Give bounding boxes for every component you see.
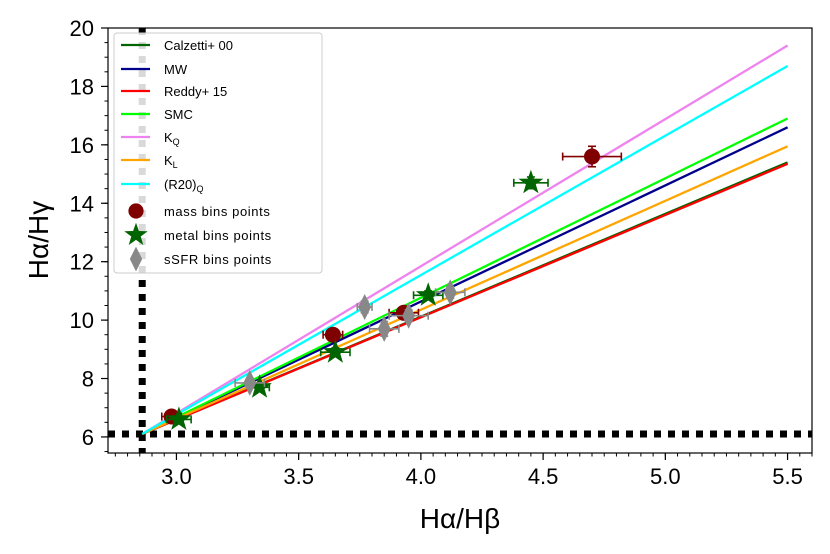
legend-label-main: K — [164, 130, 173, 145]
point-1-4 — [512, 169, 549, 194]
y-tick-label: 20 — [70, 16, 94, 41]
star-marker — [415, 282, 441, 306]
star-marker — [166, 406, 192, 430]
y-tick-label: 10 — [70, 308, 94, 333]
data-points-layer — [160, 145, 623, 430]
diamond-marker — [443, 279, 457, 306]
legend-label-main: Calzetti+ 00 — [164, 38, 233, 53]
y-tick-label: 18 — [70, 74, 94, 99]
y-tick-label: 8 — [82, 367, 94, 392]
point-2-4 — [434, 279, 466, 306]
legend-label-subscript: L — [173, 160, 178, 170]
x-tick-label: 3.0 — [161, 464, 192, 489]
point-1-0 — [165, 406, 192, 430]
legend-label-points-1: metal bins points — [164, 228, 272, 243]
y-tick-label: 14 — [70, 191, 94, 216]
diamond-marker — [243, 369, 257, 396]
point-2-3 — [388, 302, 430, 329]
legend-marker-1 — [124, 222, 148, 245]
point-0-3 — [561, 145, 623, 168]
x-tick-label: 5.5 — [772, 464, 803, 489]
y-tick-label: 16 — [70, 133, 94, 158]
y-axis-title: Hα/Hγ — [23, 201, 54, 279]
model-lines-layer — [141, 44, 789, 436]
y-tick-label: 6 — [82, 425, 94, 450]
x-tick-label: 5.0 — [650, 464, 681, 489]
legend-label-main: SMC — [164, 107, 193, 122]
legend-label-2: Reddy+ 15 — [164, 84, 227, 99]
legend-box — [113, 32, 323, 274]
legend-label-main: (R20) — [164, 177, 197, 192]
point-1-2 — [319, 339, 351, 363]
diamond-marker — [402, 302, 416, 329]
point-2-2 — [368, 315, 400, 342]
legend-label-main: K — [164, 153, 173, 168]
star-marker — [518, 169, 544, 194]
legend-label-3: SMC — [164, 107, 193, 122]
legend-label-points-2: sSFR bins points — [164, 252, 272, 267]
star-marker — [323, 339, 348, 363]
ticks-layer: 3.0 3.5 4.0 4.5 5.0 5.5 6 8 10 12 14 16 18 20 — [70, 16, 813, 489]
legend-label-subscript: Q — [173, 137, 180, 147]
point-2-0 — [234, 369, 266, 396]
legend-label-0: Calzetti+ 00 — [164, 38, 233, 53]
legend-marker-2 — [129, 246, 143, 272]
circle-marker — [584, 148, 600, 165]
star-marker — [247, 374, 272, 398]
legend-label-subscript: Q — [197, 184, 204, 194]
legend-label-5: KL — [164, 153, 178, 170]
point-0-1 — [322, 326, 344, 343]
legend-label-4: KQ — [164, 130, 180, 147]
circle-marker — [324, 326, 341, 343]
legend-label-points-0: mass bins points — [164, 204, 270, 219]
x-tick-label: 4.5 — [528, 464, 559, 489]
x-tick-label: 3.5 — [283, 464, 314, 489]
point-2-1 — [356, 293, 373, 320]
diamond-marker — [377, 315, 391, 342]
plot-frame — [107, 27, 813, 454]
legend-label-1: MW — [164, 62, 188, 77]
diamond-marker — [358, 293, 372, 320]
legend-marker-0 — [128, 203, 144, 219]
x-axis-title: Hα/Hβ — [420, 503, 501, 534]
legend-label-main: Reddy+ 15 — [164, 84, 227, 99]
legend-label-6: (R20)Q — [164, 177, 204, 194]
model-line-4 — [141, 44, 789, 435]
legend-label-main: MW — [164, 62, 188, 77]
x-tick-label: 4.0 — [406, 464, 437, 489]
y-tick-label: 12 — [70, 250, 94, 275]
